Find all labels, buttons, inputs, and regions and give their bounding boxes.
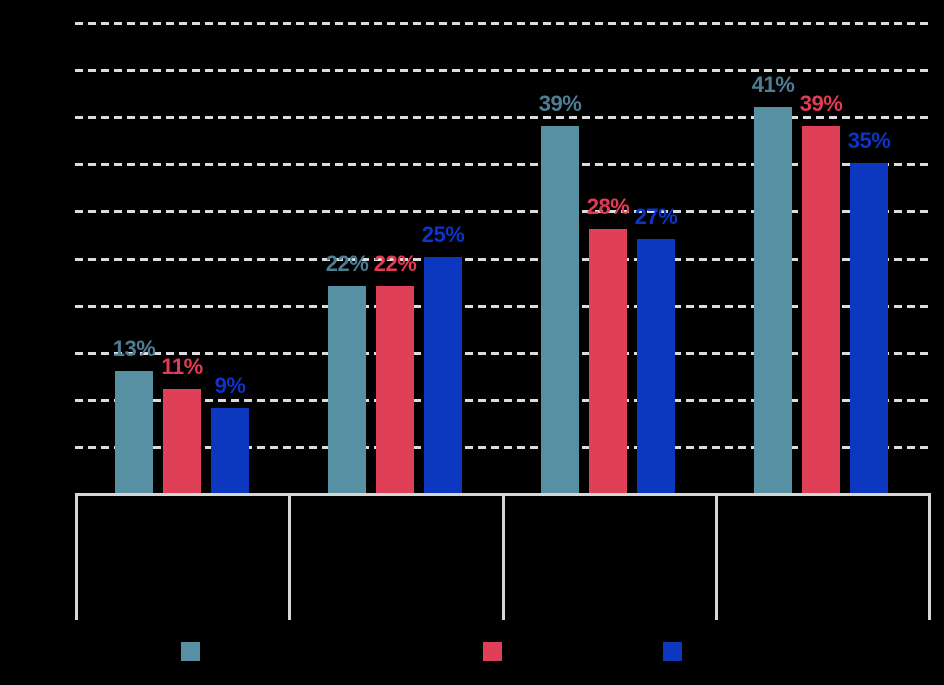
bar-value-label: 25%: [421, 222, 465, 247]
bar-series-3-royal-blue-group-3: [637, 239, 675, 493]
gridline: [75, 69, 931, 72]
bar-series-1-steel-blue-group-2: [328, 286, 366, 493]
bar-value-label: 22%: [325, 251, 369, 276]
bar-series-1-steel-blue-group-4: [754, 107, 792, 493]
category-separator: [502, 493, 505, 620]
bar-series-3-royal-blue-group-2: [424, 257, 462, 493]
gridline: [75, 258, 931, 261]
legend-swatch-series-2-red: [483, 642, 502, 661]
bar-value-label: 39%: [799, 91, 843, 116]
category-separator: [928, 493, 931, 620]
gridline: [75, 305, 931, 308]
bar-value-label: 27%: [634, 204, 678, 229]
bar-series-2-red-group-3: [589, 229, 627, 493]
bar-value-label: 9%: [214, 373, 246, 398]
gridline: [75, 22, 931, 25]
bar-series-2-red-group-1: [163, 389, 201, 493]
bar-value-label: 35%: [847, 128, 891, 153]
gridline: [75, 210, 931, 213]
bar-series-1-steel-blue-group-3: [541, 126, 579, 493]
category-separator: [288, 493, 291, 620]
bar-series-1-steel-blue-group-1: [115, 371, 153, 493]
gridline: [75, 352, 931, 355]
bar-series-3-royal-blue-group-1: [211, 408, 249, 493]
gridline: [75, 446, 931, 449]
category-separator: [75, 493, 78, 620]
bar-value-label: 11%: [161, 354, 203, 379]
gridline: [75, 399, 931, 402]
gridline: [75, 116, 931, 119]
bar-value-label: 28%: [586, 194, 630, 219]
bar-value-label: 22%: [373, 251, 417, 276]
gridline: [75, 163, 931, 166]
bar-value-label: 41%: [751, 72, 795, 97]
bar-series-3-royal-blue-group-4: [850, 163, 888, 493]
legend-swatch-series-3-royal-blue: [663, 642, 682, 661]
bar-value-label: 39%: [538, 91, 582, 116]
bar-series-2-red-group-2: [376, 286, 414, 493]
category-separator: [715, 493, 718, 620]
legend-swatch-series-1-steel-blue: [181, 642, 200, 661]
bar-value-label: 13%: [112, 336, 156, 361]
bar-series-2-red-group-4: [802, 126, 840, 493]
